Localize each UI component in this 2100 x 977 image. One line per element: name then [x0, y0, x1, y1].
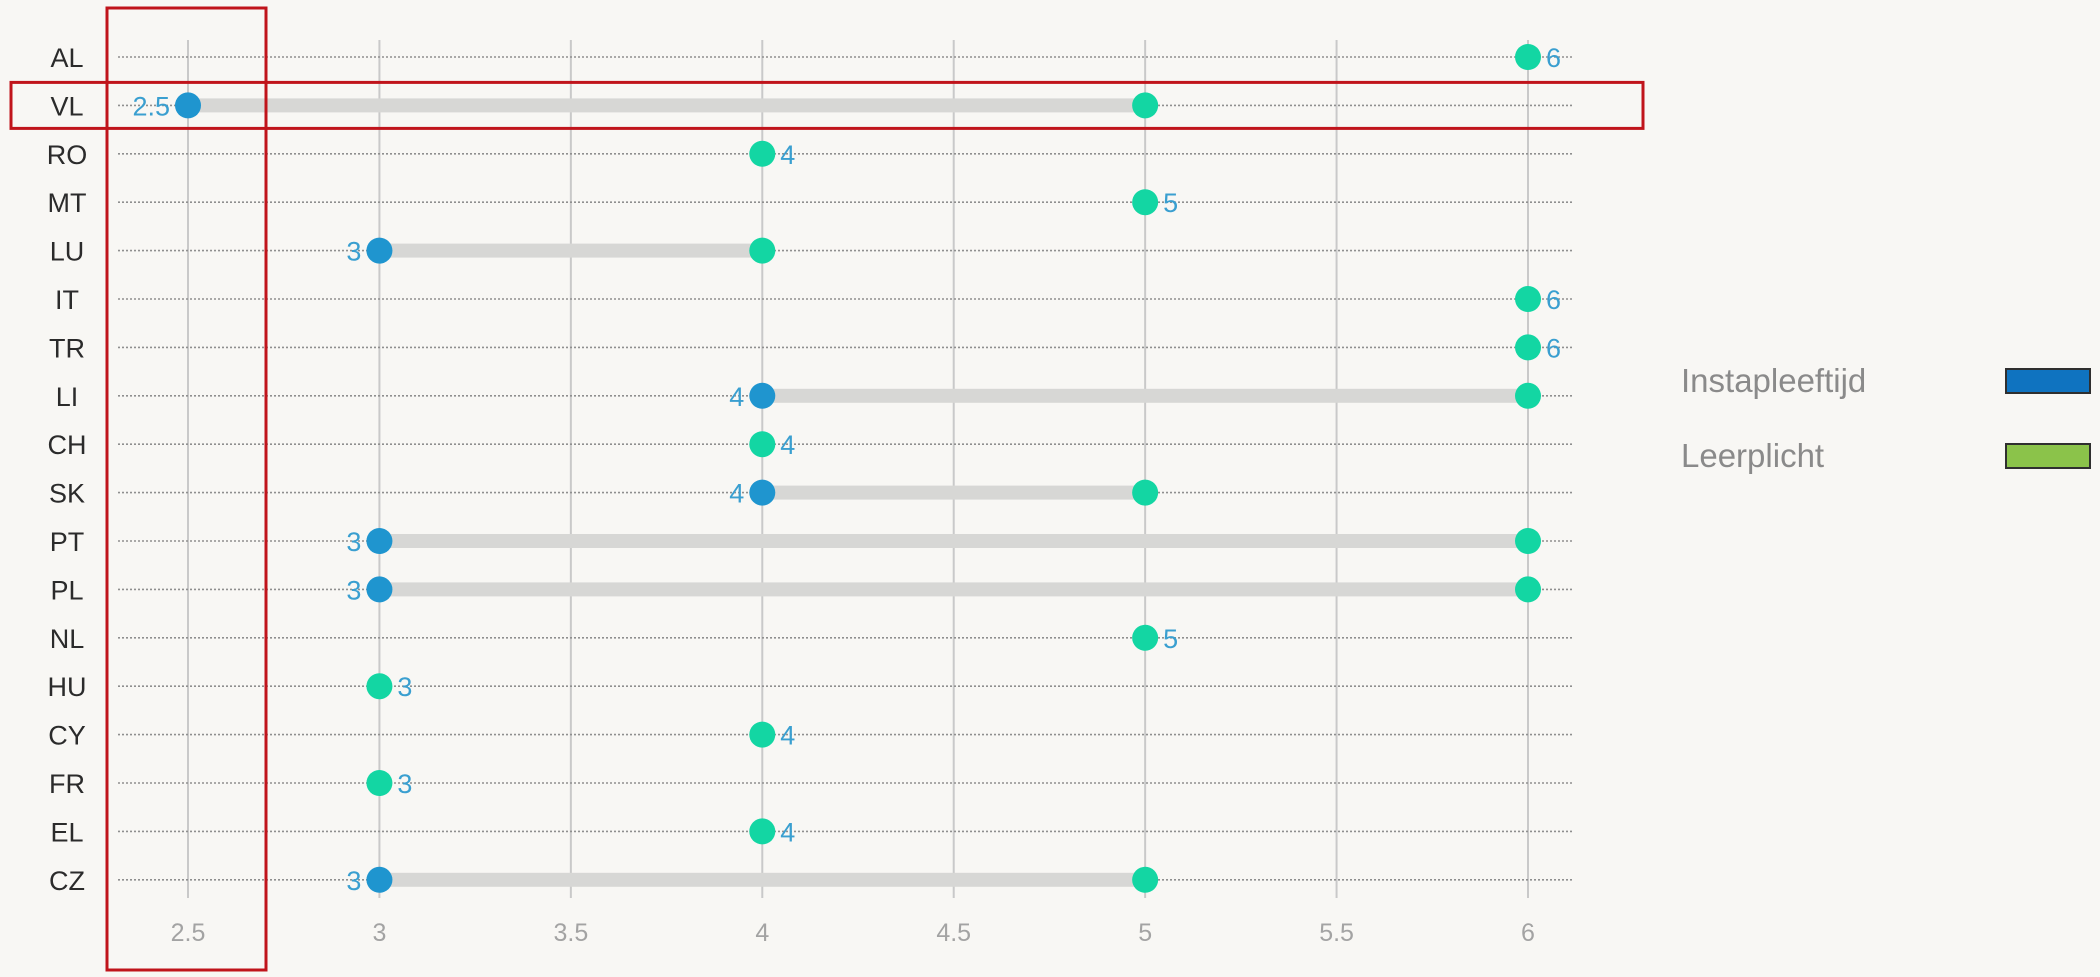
instapleeftijd-value-label: 4 — [729, 382, 744, 412]
instapleeftijd-value-label: 3 — [346, 527, 361, 557]
category-label: FR — [49, 769, 85, 799]
leerplicht-point — [1515, 528, 1541, 554]
leerplicht-point — [1515, 286, 1541, 312]
leerplicht-point — [749, 721, 776, 748]
legend-swatch — [2005, 443, 2091, 469]
x-tick-label: 4 — [755, 919, 769, 947]
category-label: SK — [49, 479, 85, 509]
category-label: IT — [55, 285, 79, 315]
legend: Instapleeftijd Leerplicht — [1681, 362, 2091, 474]
leerplicht-point — [366, 770, 393, 796]
leerplicht-point — [749, 237, 776, 264]
leerplicht-point — [1132, 624, 1159, 651]
leerplicht-value-label: 4 — [780, 817, 795, 847]
category-label: CY — [48, 721, 86, 751]
category-label: MT — [48, 188, 87, 218]
leerplicht-point — [749, 431, 776, 458]
instapleeftijd-value-label: 3 — [346, 575, 361, 605]
x-tick-label: 2.5 — [171, 919, 206, 947]
instapleeftijd-value-label: 2.5 — [132, 91, 170, 121]
category-label: AL — [50, 43, 83, 73]
leerplicht-point — [1515, 576, 1541, 603]
range-bar — [379, 243, 763, 258]
range-bar — [379, 582, 1528, 597]
x-tick-label: 4.5 — [936, 919, 971, 947]
row-guides — [118, 56, 1574, 881]
leerplicht-point — [1132, 479, 1159, 506]
range-bar — [379, 872, 1146, 887]
category-label: VL — [50, 91, 83, 121]
leerplicht-point — [1132, 92, 1159, 119]
leerplicht-point — [1515, 44, 1541, 70]
category-label: RO — [47, 140, 88, 170]
category-label: HU — [48, 672, 87, 702]
labels: 2.5 3 3.5 4 4.5 5 5.5 6 AL 6 VL 2.5 RO 4 MT 5 LU 3 IT 6 TR 6 L… — [47, 43, 1561, 947]
leerplicht-value-label: 4 — [780, 430, 795, 460]
legend-swatch — [2005, 368, 2091, 394]
leerplicht-value-label: 3 — [397, 769, 412, 799]
x-tick-label: 6 — [1521, 919, 1535, 947]
grid — [187, 40, 1529, 898]
instapleeftijd-value-label: 3 — [346, 866, 361, 896]
instapleeftijd-point — [366, 576, 393, 603]
highlight-row-box — [9, 80, 1645, 130]
highlight-column-box — [105, 6, 268, 972]
x-tick-label: 3 — [372, 919, 386, 947]
instapleeftijd-value-label: 3 — [346, 237, 361, 267]
range-bar — [379, 534, 1528, 548]
leerplicht-point — [749, 818, 776, 845]
category-label: LU — [50, 237, 85, 267]
range-bars — [188, 98, 1528, 887]
x-tick-label: 5 — [1138, 919, 1152, 947]
x-tick-label: 5.5 — [1319, 919, 1354, 947]
instapleeftijd-point — [749, 479, 776, 506]
range-bar — [762, 485, 1146, 500]
leerplicht-value-label: 4 — [780, 140, 795, 170]
category-label: EL — [50, 817, 83, 847]
instapleeftijd-point — [366, 528, 393, 554]
category-label: NL — [50, 624, 85, 654]
instapleeftijd-point — [175, 92, 201, 119]
legend-label: Leerplicht — [1681, 437, 1824, 474]
instapleeftijd-point — [366, 866, 393, 893]
range-bar — [188, 98, 1146, 113]
leerplicht-point — [366, 673, 393, 700]
instapleeftijd-value-label: 4 — [729, 479, 744, 509]
leerplicht-point — [1515, 382, 1541, 409]
leerplicht-point — [1515, 334, 1541, 361]
category-label: CH — [48, 430, 87, 460]
leerplicht-value-label: 5 — [1163, 188, 1178, 218]
instapleeftijd-point — [749, 382, 776, 409]
category-label: PT — [50, 527, 85, 557]
leerplicht-value-label: 6 — [1546, 333, 1561, 363]
category-label: CZ — [49, 866, 85, 896]
leerplicht-value-label: 3 — [397, 672, 412, 702]
leerplicht-point — [749, 140, 776, 167]
category-label: PL — [50, 575, 83, 605]
range-bar — [762, 388, 1528, 403]
category-label: TR — [49, 333, 85, 363]
leerplicht-value-label: 4 — [780, 721, 795, 751]
legend-label: Instapleeftijd — [1681, 362, 1866, 399]
instapleeftijd-point — [366, 237, 393, 264]
x-tick-label: 3.5 — [553, 919, 588, 947]
highlight-annotations — [9, 6, 1645, 972]
data-points — [175, 44, 1541, 893]
category-label: LI — [56, 382, 79, 412]
leerplicht-value-label: 6 — [1546, 285, 1561, 315]
leerplicht-value-label: 5 — [1163, 624, 1178, 654]
leerplicht-point — [1132, 189, 1159, 216]
leerplicht-value-label: 6 — [1546, 43, 1561, 73]
leerplicht-point — [1132, 866, 1159, 893]
